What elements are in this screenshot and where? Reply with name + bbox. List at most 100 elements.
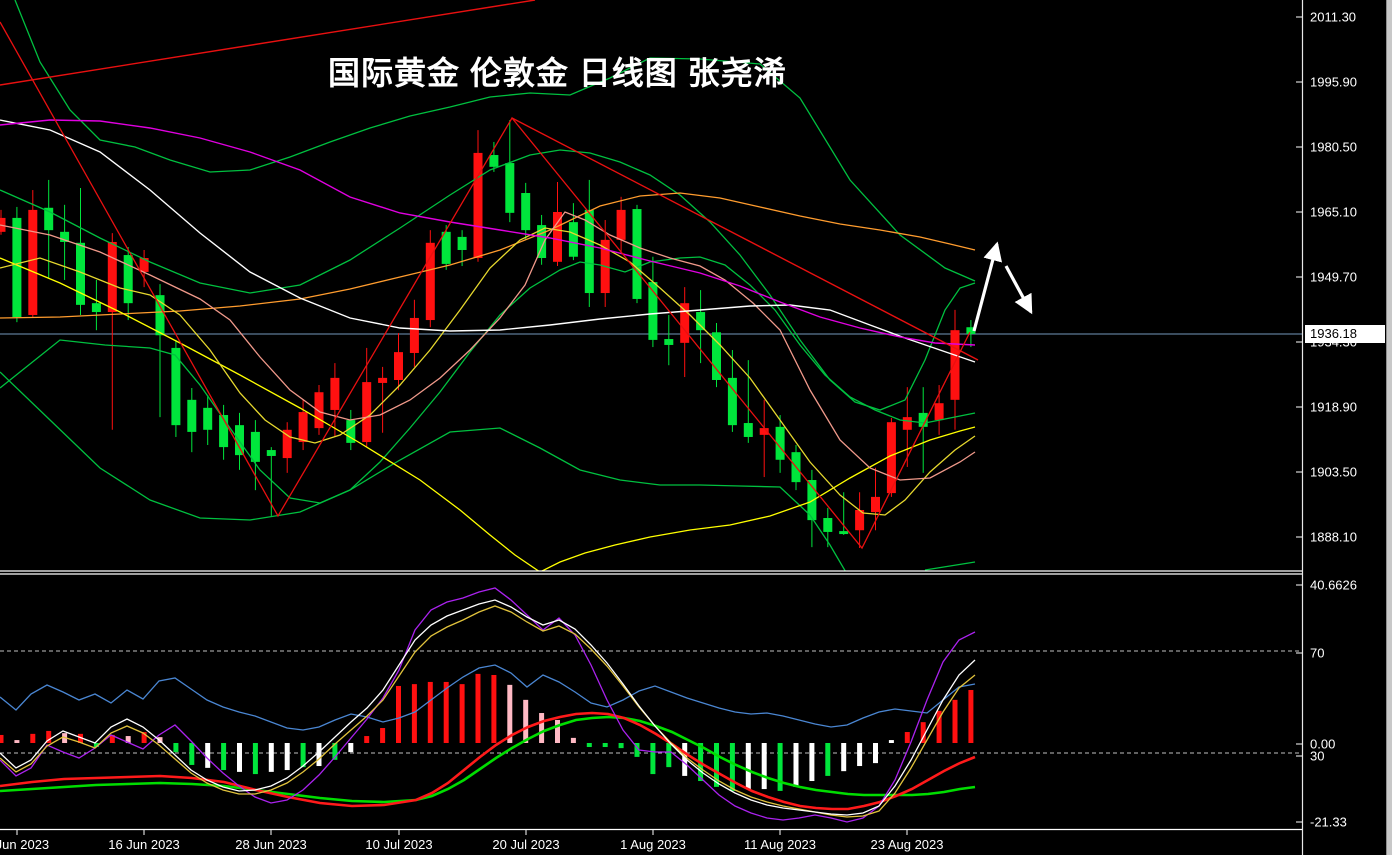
histogram-bar	[332, 743, 338, 760]
price-axis-label: 1980.50	[1310, 139, 1357, 155]
ma-gold-fast	[0, 227, 976, 516]
histogram-bar	[904, 732, 910, 743]
candle-down	[918, 412, 928, 427]
histogram-bar	[793, 743, 799, 787]
histogram-bar	[618, 743, 624, 749]
candle-up	[473, 152, 483, 259]
histogram-bar	[475, 673, 481, 743]
histogram-bar	[825, 743, 831, 776]
price-axis-label: 1918.90	[1310, 399, 1357, 415]
candle-down	[250, 431, 260, 462]
date-axis-label: 16 Jun 2023	[108, 837, 180, 852]
candle-down	[568, 222, 578, 257]
chart-title: 国际黄金 伦敦金 日线图 张尧浠	[328, 55, 787, 91]
candle-up	[680, 303, 690, 343]
candle-up	[425, 242, 435, 321]
histogram-bar	[427, 681, 433, 743]
osc-purple	[0, 587, 976, 823]
histogram-bar	[682, 743, 688, 776]
candle-down	[219, 415, 229, 448]
histogram-bar	[666, 743, 672, 768]
osc-gold	[0, 605, 976, 818]
indicator-axis-label: 70	[1310, 645, 1325, 661]
price-axis-label: 1949.70	[1310, 269, 1357, 285]
candle-up	[409, 317, 419, 353]
axis-layer	[0, 0, 1304, 855]
histogram-bar	[745, 743, 751, 790]
histogram-bar	[602, 743, 608, 748]
indicator-panel	[0, 587, 1302, 823]
indicator-axis-label: -21.33	[1310, 814, 1347, 830]
histogram-bar	[284, 743, 290, 771]
histogram-bar	[205, 743, 211, 768]
candle-down	[664, 339, 674, 345]
candle-up	[378, 377, 388, 383]
trendline-falling[interactable]	[511, 117, 979, 361]
candle-down	[155, 295, 165, 336]
candle-down	[266, 450, 276, 456]
trendline-rising[interactable]	[0, 0, 536, 86]
candle-up	[282, 429, 292, 459]
histogram-bar	[93, 743, 99, 748]
candle-down	[489, 155, 499, 167]
histogram-bar	[109, 734, 115, 743]
candle-down	[632, 209, 642, 299]
price-axis-label: 2011.30	[1310, 9, 1357, 25]
band-green-outer-lower	[0, 371, 846, 571]
histogram-bar	[237, 743, 242, 772]
candle-down	[44, 207, 54, 231]
candle-down	[648, 282, 658, 340]
ma-yellow-slow	[0, 257, 976, 571]
candle-down	[203, 407, 213, 430]
candle-down	[823, 518, 833, 532]
histogram-bar	[714, 743, 719, 787]
candle-up	[314, 392, 324, 429]
band-green-inner-upper	[0, 149, 976, 411]
band-green-outer-lower-tail	[924, 561, 976, 571]
candle-down	[346, 420, 356, 443]
histogram-bar	[809, 743, 815, 782]
osc-white	[0, 599, 976, 816]
candle-down	[743, 423, 753, 437]
candle-up	[950, 330, 960, 400]
histogram-bar	[30, 733, 36, 743]
candle-up	[553, 212, 562, 262]
candle-up	[28, 209, 38, 315]
histogram-bar	[141, 732, 147, 743]
candle-down	[12, 217, 22, 318]
histogram-bar	[586, 743, 592, 748]
candle-down	[966, 327, 976, 334]
indicator-axis-label: 40.6626	[1310, 577, 1357, 593]
candle-down	[712, 332, 721, 380]
date-axis-label: 6 Jun 2023	[0, 837, 50, 852]
indicator-axis-label: 30	[1310, 748, 1325, 764]
histogram-bar	[555, 719, 560, 743]
histogram-bar	[443, 681, 449, 743]
candle-down	[441, 231, 451, 264]
candle-down	[839, 531, 849, 535]
arrow-up[interactable]	[972, 241, 1003, 332]
candle-down	[457, 236, 467, 250]
date-axis-label: 28 Jun 2023	[235, 837, 307, 852]
arrow-down[interactable]	[1004, 265, 1033, 315]
zigzag[interactable]	[0, 21, 971, 550]
histogram-bar	[189, 743, 195, 765]
histogram-bar	[252, 743, 258, 775]
histogram-bar	[491, 674, 497, 743]
candle-down	[807, 480, 817, 521]
histogram-bar	[380, 728, 386, 743]
candle-up	[902, 417, 912, 430]
ma-magenta	[0, 119, 976, 346]
histogram-bar	[173, 743, 179, 753]
current-price-tag: 1936.18	[1305, 325, 1385, 343]
histogram-bar	[920, 722, 926, 743]
candle-down	[727, 377, 737, 426]
histogram-bar	[634, 743, 640, 757]
date-axis-label: 1 Aug 2023	[620, 837, 686, 852]
candle-down	[521, 193, 531, 231]
candle-up	[759, 428, 769, 435]
main-panel	[0, 0, 1302, 571]
histogram-bar	[570, 737, 576, 743]
ma-salmon	[0, 211, 976, 481]
